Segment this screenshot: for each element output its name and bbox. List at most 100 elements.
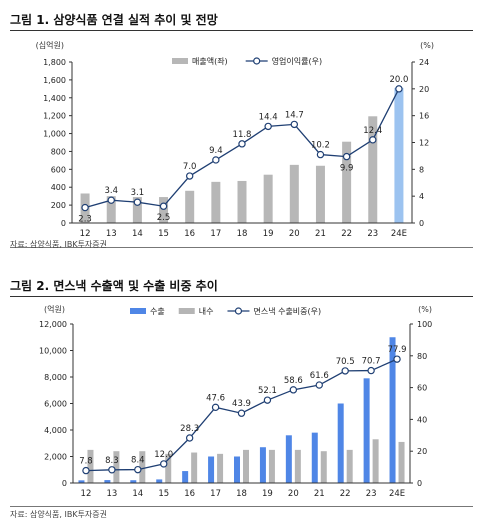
bar-secondary <box>268 449 275 483</box>
ratio-data-label: 2.3 <box>78 215 92 225</box>
ratio-point <box>315 381 323 389</box>
left-axis-tick-label: 12,000 <box>39 320 67 329</box>
left-axis-tick-label: 200 <box>51 201 66 210</box>
bar-secondary <box>139 451 146 483</box>
x-axis-tick-label: 24E <box>389 489 405 499</box>
left-axis-tick-label: 1,000 <box>43 130 66 139</box>
bar-primary <box>237 180 247 223</box>
bar-primary <box>130 480 137 483</box>
ratio-data-label: 77.9 <box>388 345 407 355</box>
ratio-point <box>393 355 401 363</box>
figure-2-title: 그림 2. 면스낵 수출액 및 수출 비중 추이 <box>10 279 218 293</box>
x-axis-tick-label: 16 <box>184 489 195 499</box>
left-axis-tick-label: 0 <box>62 479 67 488</box>
bar-primary <box>285 435 292 483</box>
ratio-data-label: 47.6 <box>206 393 225 403</box>
right-axis-tick-label: 8 <box>419 165 424 174</box>
legend-label: 내수 <box>199 307 214 316</box>
ratio-data-label: 3.4 <box>104 186 118 196</box>
left-axis-unit: (억원) <box>44 304 65 314</box>
figure-1-title: 그림 1. 삼양식품 연결 실적 추이 및 전망 <box>10 13 218 27</box>
ratio-point <box>237 409 246 417</box>
ratio-point <box>289 386 298 394</box>
bar-primary <box>394 87 404 223</box>
ratio-data-label: 7.0 <box>183 162 197 172</box>
right-axis-tick-label: 20 <box>417 447 427 456</box>
ratio-data-label: 14.4 <box>259 112 278 122</box>
x-axis-tick-label: 12 <box>80 229 91 239</box>
ratio-data-label: 43.9 <box>232 399 251 409</box>
bar-secondary <box>372 439 379 483</box>
ratio-point <box>316 150 325 159</box>
ratio-point <box>212 156 220 164</box>
x-axis-tick-label: 23 <box>367 229 378 239</box>
ratio-point <box>263 396 272 404</box>
ratio-data-label: 7.8 <box>79 457 93 467</box>
figure-2-chart: (억원) (%) 0 2,000 4,000 6,000 8,000 10,000 12,000… <box>39 304 432 499</box>
x-axis-tick-label: 14 <box>132 229 143 239</box>
x-axis-tick-label: 19 <box>262 489 273 499</box>
ratio-point <box>264 122 272 131</box>
x-axis-tick-label: 21 <box>315 229 326 239</box>
left-axis-tick-label: 0 <box>61 219 66 228</box>
right-axis-tick-label: 60 <box>417 384 427 393</box>
ratio-data-label: 2.5 <box>157 213 171 223</box>
figure-2-title-rule <box>10 296 473 297</box>
x-axis-tick-label: 12 <box>81 489 92 499</box>
ratio-data-label: 14.7 <box>285 110 304 120</box>
x-axis-tick-label: 17 <box>210 229 221 239</box>
bar-primary <box>311 432 318 483</box>
bar-primary <box>363 378 370 483</box>
right-axis-tick-label: 40 <box>417 415 427 424</box>
x-axis-tick-label: 13 <box>106 229 117 239</box>
right-axis-tick-label: 20 <box>419 85 429 94</box>
left-axis-tick-label: 800 <box>51 147 66 156</box>
bar-secondary <box>346 449 353 483</box>
bar-primary <box>289 164 299 223</box>
right-axis-unit: (%) <box>420 41 434 50</box>
bar-secondary <box>87 449 94 483</box>
ratio-data-label: 3.1 <box>131 188 145 198</box>
ratio-data-label: 11.8 <box>233 130 252 140</box>
legend-bar-swatch <box>130 308 146 314</box>
bar-secondary <box>217 453 224 483</box>
ratio-point <box>185 434 194 442</box>
bar-secondary <box>320 451 327 483</box>
bar-primary <box>104 480 111 483</box>
ratio-point <box>159 202 168 210</box>
left-axis-tick-label: 1,800 <box>43 58 66 67</box>
x-axis-tick-label: 17 <box>210 489 221 499</box>
left-axis-tick-label: 2,000 <box>44 453 67 462</box>
figure-1-title-rule <box>10 30 473 31</box>
ratio-data-label: 58.6 <box>284 376 303 386</box>
right-axis-tick-label: 80 <box>417 352 427 361</box>
right-axis-tick-label: 16 <box>419 112 429 121</box>
x-axis-tick-label: 20 <box>288 489 299 499</box>
bar-primary <box>208 456 215 483</box>
left-axis-tick-label: 1,600 <box>43 76 66 85</box>
x-axis-tick-label: 19 <box>263 229 274 239</box>
x-axis-tick-label: 15 <box>158 229 169 239</box>
legend-bar-swatch <box>172 58 188 64</box>
x-axis-tick-label: 18 <box>237 229 248 239</box>
ratio-point <box>211 403 220 412</box>
ratio-data-label: 10.2 <box>311 141 330 151</box>
ratio-data-label: 9.9 <box>340 164 354 174</box>
bar-primary <box>132 197 142 223</box>
bar-primary <box>389 337 396 483</box>
x-axis-tick-label: 14 <box>132 489 143 499</box>
ratio-point <box>107 196 115 204</box>
bar-primary <box>263 174 273 223</box>
ratio-point <box>133 198 142 206</box>
x-axis-tick-label: 15 <box>158 489 169 499</box>
ratio-data-label: 12.4 <box>363 126 382 136</box>
ratio-data-label: 9.4 <box>209 146 223 156</box>
bar-primary <box>78 480 85 483</box>
right-axis-tick-label: 0 <box>417 479 422 488</box>
bar-primary <box>211 181 221 223</box>
right-axis-tick-label: 4 <box>419 192 424 201</box>
ratio-point <box>160 460 168 468</box>
ratio-data-label: 61.6 <box>310 371 329 381</box>
ratio-point <box>290 120 299 129</box>
x-axis-tick-label: 18 <box>236 489 247 499</box>
